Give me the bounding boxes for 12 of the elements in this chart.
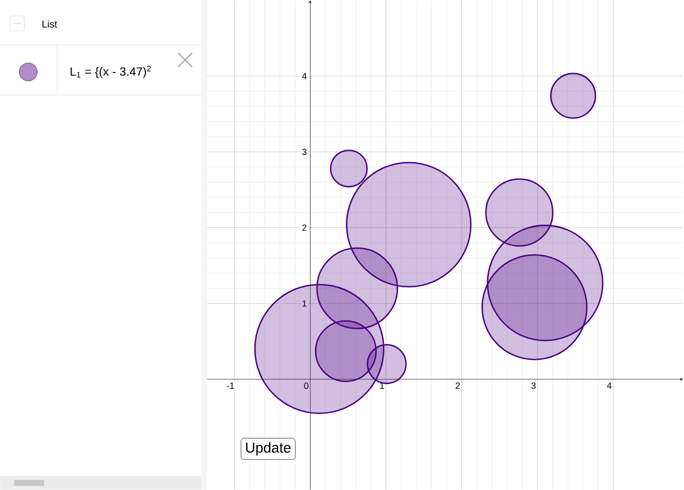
x-tick-label: 2 — [456, 382, 460, 389]
y-tick-label: 4 — [302, 72, 307, 80]
y-tick-label: 3 — [302, 148, 306, 156]
x-tick-label: 3 — [531, 382, 536, 389]
annotation: Update — [246, 442, 291, 456]
y-tick-label: 1 — [302, 300, 306, 306]
x-tick-label: 4 — [607, 382, 612, 389]
x-tick-label: -1 — [226, 382, 234, 389]
y-tick-label: 2 — [302, 224, 306, 231]
text: L$_{1}$ = {(x - 3.47)$^{2}$ — [70, 66, 151, 78]
x-tick-label: 0 — [304, 382, 308, 389]
text: List — [42, 20, 58, 28]
